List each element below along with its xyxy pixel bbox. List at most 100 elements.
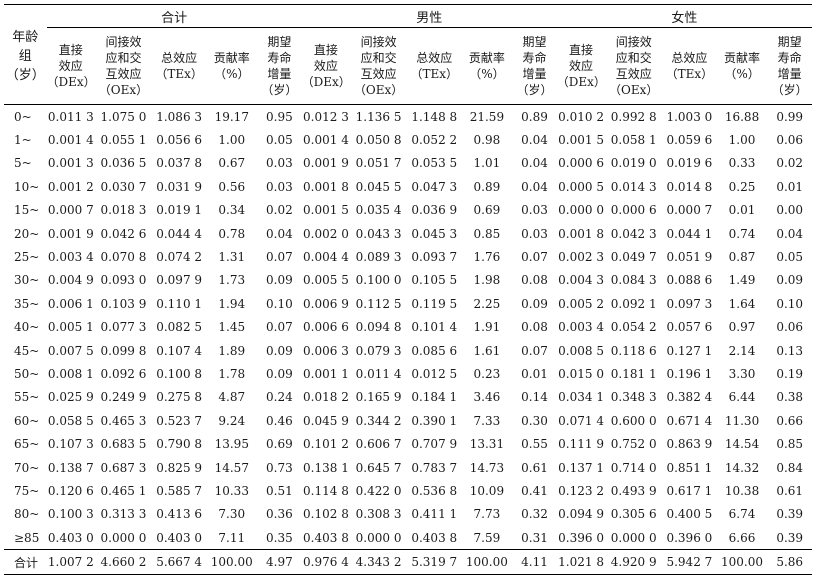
- value-cell: 14.73: [469, 460, 505, 475]
- value-cell: 1.31: [218, 250, 246, 265]
- value-cell: 0.002 3: [558, 250, 604, 265]
- value-cell: 0.851 1: [666, 460, 713, 475]
- value-cell: 0.006 9: [303, 296, 349, 311]
- value-cell: 100.00: [716, 549, 768, 575]
- group-header-male: 男性: [301, 4, 557, 28]
- value-cell: 0.671 4: [666, 413, 713, 428]
- value-cell: 2.25: [473, 296, 501, 311]
- value-cell: 0.001 4: [303, 133, 349, 148]
- value-cell: 0.23: [473, 366, 501, 381]
- value-cell: 0.107 3: [47, 437, 94, 452]
- value-cell: 0.114 8: [303, 483, 349, 498]
- value-cell: 13.95: [214, 437, 249, 452]
- value-cell: 11.30: [724, 413, 760, 428]
- value-cell: 0.051 7: [355, 156, 402, 171]
- value-cell: 0.08: [521, 320, 548, 335]
- sub-header-life-expectancy-gain: 期望 寿命 增量 （岁）: [512, 27, 557, 105]
- table-container: 年龄 组 （岁） 合计 男性 女性 直接 效应 （DEx） 间接效 应和交 互效应 （OEx…: [0, 4, 816, 575]
- value-cell: 0.138 7: [47, 460, 94, 475]
- value-cell: 10.33: [214, 483, 249, 498]
- value-cell: 10.09: [469, 483, 505, 498]
- value-cell: 0.101 2: [303, 437, 349, 452]
- value-cell: 0.30: [521, 413, 548, 428]
- value-cell: 19.17: [214, 109, 249, 124]
- age-cell: 0~: [14, 109, 32, 124]
- value-cell: 1.49: [728, 273, 756, 288]
- value-cell: 0.344 2: [355, 413, 402, 428]
- value-cell: 0.000 5: [558, 179, 604, 194]
- value-cell: 0.102 8: [303, 507, 349, 522]
- value-cell: 7.30: [218, 507, 246, 522]
- table-row: 1~ 0.001 4 0.055 1 0.056 6 1.00 0.05 0.001 4 0.…: [4, 128, 812, 151]
- value-cell: 0.035 4: [355, 203, 402, 218]
- value-cell: 0.645 7: [355, 460, 402, 475]
- value-cell: 0.019 0: [610, 156, 657, 171]
- value-cell: 0.099 8: [100, 343, 147, 358]
- value-cell: 0.001 8: [303, 179, 349, 194]
- value-cell: 0.097 9: [156, 273, 203, 288]
- value-cell: 5.319 7: [406, 549, 462, 575]
- value-cell: 1.98: [473, 273, 501, 288]
- value-cell: 0.001 4: [47, 133, 94, 148]
- value-cell: 0.049 7: [610, 250, 657, 265]
- value-cell: 0.09: [266, 343, 293, 358]
- value-cell: 0.010 2: [558, 109, 604, 124]
- value-cell: 0.00: [776, 203, 804, 218]
- value-cell: 0.04: [776, 226, 804, 241]
- value-cell: 0.403 8: [303, 530, 349, 545]
- value-cell: 0.058 5: [47, 413, 94, 428]
- value-cell: 0.045 3: [411, 226, 458, 241]
- value-cell: 0.001 8: [558, 226, 604, 241]
- value-cell: 0.04: [266, 226, 293, 241]
- age-cell: 1~: [14, 133, 32, 148]
- value-cell: 0.019 6: [666, 156, 713, 171]
- value-cell: 1.76: [473, 250, 501, 265]
- value-cell: 0.95: [266, 109, 293, 124]
- value-cell: 0.006 3: [303, 343, 349, 358]
- age-cell: 40~: [14, 320, 40, 335]
- value-cell: 9.24: [218, 413, 246, 428]
- value-cell: 0.006 1: [47, 296, 94, 311]
- table-row: 65~ 0.107 3 0.683 5 0.790 8 13.95 0.69 0.101 2…: [4, 432, 812, 455]
- value-cell: 0.89: [521, 109, 548, 124]
- value-cell: 0.61: [776, 483, 804, 498]
- value-cell: 0.003 4: [558, 320, 604, 335]
- value-cell: 0.02: [776, 156, 804, 171]
- value-cell: 0.09: [266, 273, 293, 288]
- value-cell: 0.071 4: [558, 413, 604, 428]
- value-cell: 0.01: [728, 203, 756, 218]
- value-cell: 0.03: [266, 156, 293, 171]
- value-cell: 0.55: [521, 437, 548, 452]
- value-cell: 0.050 8: [355, 133, 402, 148]
- table-row: 55~ 0.025 9 0.249 9 0.275 8 4.87 0.24 0.018 2 0…: [4, 386, 812, 409]
- value-cell: 0.001 9: [47, 226, 94, 241]
- value-cell: 0.600 0: [610, 413, 657, 428]
- value-cell: 0.10: [776, 296, 804, 311]
- value-cell: 0.09: [266, 366, 293, 381]
- table-row: 75~ 0.120 6 0.465 1 0.585 7 10.33 0.51 0.114 8…: [4, 479, 812, 502]
- value-cell: 1.00: [728, 133, 756, 148]
- value-cell: 0.707 9: [411, 437, 458, 452]
- age-cell: 20~: [14, 226, 40, 241]
- age-cell: 65~: [14, 437, 40, 452]
- group-header-total: 合计: [46, 4, 302, 28]
- value-cell: 0.097 3: [666, 296, 713, 311]
- value-cell: 0.084 3: [610, 273, 657, 288]
- value-cell: 1.003 0: [666, 109, 713, 124]
- value-cell: 0.030 7: [100, 179, 147, 194]
- value-cell: 0.400 5: [666, 507, 713, 522]
- value-cell: 0.042 3: [610, 226, 657, 241]
- value-cell: 0.04: [521, 133, 548, 148]
- value-cell: 0.000 6: [558, 156, 604, 171]
- value-cell: 0.73: [266, 460, 293, 475]
- table-row: 0~ 0.011 3 1.075 0 1.086 3 19.17 0.95 0.012 3 1…: [4, 105, 812, 129]
- value-cell: 0.976 4: [301, 549, 351, 575]
- table-row: 35~ 0.006 1 0.103 9 0.110 1 1.94 0.10 0.006 9 0…: [4, 292, 812, 315]
- value-cell: 0.606 7: [355, 437, 402, 452]
- value-cell: 0.019 1: [156, 203, 203, 218]
- value-cell: 0.74: [728, 226, 756, 241]
- value-cell: 14.57: [214, 460, 249, 475]
- value-cell: 0.036 9: [411, 203, 458, 218]
- age-cell: ≥85: [14, 530, 40, 545]
- value-cell: 0.012 5: [411, 366, 458, 381]
